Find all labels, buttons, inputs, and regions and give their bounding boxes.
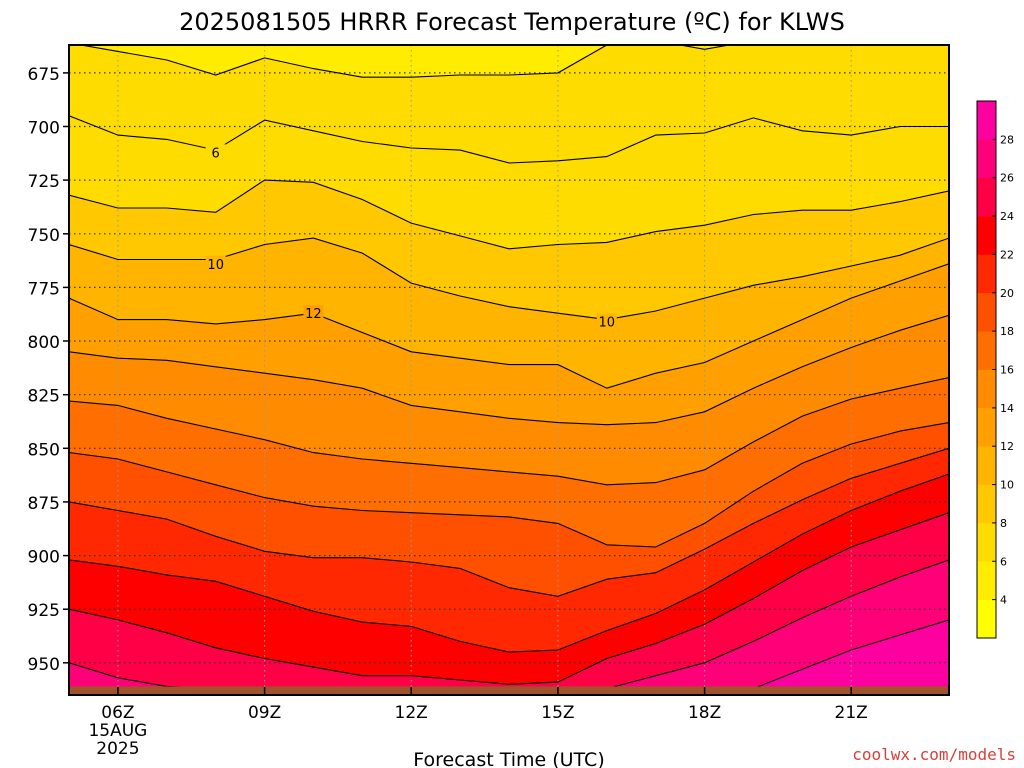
y-tick-label: 950 [28, 655, 60, 675]
colorbar-tick-label: 18 [1000, 325, 1014, 338]
y-tick-label: 750 [28, 226, 60, 246]
temperature-band [69, 512, 949, 691]
colorbar-swatch [977, 446, 996, 485]
y-tick-label: 700 [28, 119, 60, 139]
x-tick-date: 15AUG [88, 721, 147, 741]
x-tick-label: 18Z [688, 703, 721, 723]
isotherm-line [69, 512, 949, 685]
y-tick-label: 675 [28, 65, 60, 85]
isotherm-line [69, 473, 949, 653]
colorbar-swatch [977, 292, 996, 332]
colorbar-swatch [977, 522, 996, 562]
colorbar-tick-label: 16 [1000, 364, 1014, 377]
contour-label-bg [303, 305, 324, 321]
contour-label: 10 [599, 316, 616, 331]
colorbar: 4 6 8 10 12 14 16 18 20 22 24 26 28 [976, 100, 1014, 639]
isotherm-line [69, 422, 949, 548]
colorbar-tick-label: 24 [1000, 210, 1014, 223]
temperature-band [69, 559, 949, 695]
colorbar-tick-label: 10 [1000, 479, 1014, 492]
contour-label: 12 [305, 307, 322, 322]
isotherm-line [69, 314, 949, 426]
temperature-band [69, 315, 949, 485]
colorbar-tick-label: 22 [1000, 248, 1014, 261]
isotherm-line [69, 376, 949, 486]
colorbar-swatch [977, 177, 996, 217]
colorbar-swatch [977, 599, 996, 639]
isotherm-line [713, 619, 949, 695]
colorbar-tick-label: 4 [1000, 594, 1007, 607]
x-tick-label: 15Z [541, 703, 574, 723]
temperature-band [69, 180, 949, 320]
temperature-band [69, 263, 949, 425]
y-tick-label: 900 [28, 548, 60, 568]
colorbar-swatch [977, 139, 996, 179]
contour-label-bg [205, 144, 226, 160]
chart-title: 2025081505 HRRR Forecast Temperature (ºC… [179, 8, 845, 36]
x-tick-label: 06Z [101, 703, 134, 723]
isotherm-line [69, 447, 949, 597]
y-tick-label: 800 [28, 333, 60, 353]
y-tick-label: 825 [28, 387, 60, 407]
colorbar-tick-label: 28 [1000, 133, 1014, 146]
temperature-band [81, 45, 729, 78]
credit-text[interactable]: coolwx.com/models [852, 745, 1016, 764]
colorbar-swatch [977, 561, 996, 600]
colorbar-tick-label: 6 [1000, 555, 1007, 568]
contour-label: 6 [212, 146, 220, 161]
colorbar-tick-label: 12 [1000, 440, 1014, 453]
plot-frame [68, 44, 950, 696]
temperature-band [69, 45, 949, 163]
isotherm-line [69, 263, 949, 389]
y-axis: 675 700 725 750 775 800 825 850 875 900 925 950 [28, 65, 69, 675]
contour-labels: 6 10 12 10 [205, 144, 617, 331]
y-tick-label: 850 [28, 440, 60, 460]
temperature-band [69, 115, 949, 249]
x-axis-label: Forecast Time (UTC) [413, 749, 604, 768]
temperature-band [69, 474, 949, 685]
colorbar-swatch [977, 216, 996, 255]
isotherm-line [77, 45, 733, 78]
colorbar-swatch [977, 331, 996, 370]
x-tick-label: 09Z [248, 703, 281, 723]
colorbar-swatch [977, 407, 996, 447]
y-tick-label: 725 [28, 172, 60, 192]
colorbar-swatch [977, 484, 996, 524]
temperature-band [69, 238, 949, 389]
colorbar-swatch [977, 254, 996, 294]
x-tick-label: 21Z [835, 703, 868, 723]
surface-ground [69, 686, 949, 695]
isotherm-line [69, 179, 949, 250]
temperature-band [69, 448, 949, 653]
y-tick-label: 775 [28, 279, 60, 299]
contour-label-bg [596, 313, 617, 329]
x-tick-year: 2025 [96, 739, 139, 759]
colorbar-tick-label: 8 [1000, 517, 1007, 530]
colorbar-swatch [977, 101, 996, 140]
temperature-fill [69, 45, 949, 695]
y-tick-label: 875 [28, 494, 60, 514]
grid [69, 45, 949, 695]
x-tick-label: 12Z [395, 703, 428, 723]
temperature-band [69, 422, 949, 597]
contour-label-bg [205, 255, 226, 271]
colorbar-swatch [977, 369, 996, 409]
temperature-band [69, 377, 949, 547]
colorbar-tick-label: 20 [1000, 287, 1014, 300]
y-tick-label: 925 [28, 601, 60, 621]
colorbar-tick-label: 14 [1000, 402, 1014, 415]
colorbar-tick-label: 26 [1000, 172, 1014, 185]
contour-label: 10 [207, 258, 224, 273]
